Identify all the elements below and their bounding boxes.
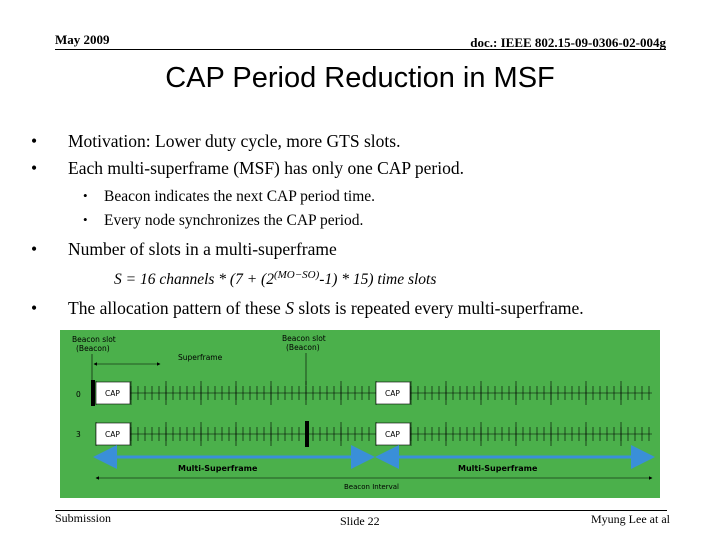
bullet-dot: • xyxy=(31,158,38,178)
bullet-text: Number of slots in a multi-superframe xyxy=(68,239,337,259)
beacon-slot-label-2: Beacon slot xyxy=(282,334,326,343)
bullet-text: Each multi-superframe (MSF) has only one… xyxy=(68,158,464,178)
superframe-label: Superframe xyxy=(178,353,223,362)
formula-part2: -1) * 15) time slots xyxy=(319,271,437,289)
cap-block xyxy=(95,381,131,405)
cap-label: CAP xyxy=(105,389,120,398)
bullet-dot: • xyxy=(31,131,38,151)
formula-exponent: (MO−SO) xyxy=(273,269,320,281)
bullet-text: The allocation pattern of these S slots … xyxy=(68,298,584,319)
beacon-slot-bar xyxy=(91,380,95,406)
header-date: May 2009 xyxy=(55,32,110,47)
footer-authors: Myung Lee at al xyxy=(591,512,670,526)
bullet-dot: • xyxy=(31,239,38,259)
cap-label: CAP xyxy=(105,430,120,439)
sub-bullet-text: Beacon indicates the next CAP period tim… xyxy=(104,188,376,205)
allocation-var: S xyxy=(285,298,294,318)
row-label-3: 3 xyxy=(76,430,81,439)
diagram-background xyxy=(60,330,660,498)
msf-label-1: Multi-Superframe xyxy=(178,464,258,473)
allocation-text-1: The allocation pattern of these xyxy=(68,298,286,318)
beacon-slot-sub-1: (Beacon) xyxy=(76,344,110,353)
bullet-dot: • xyxy=(83,188,88,203)
msf-label-2: Multi-Superframe xyxy=(458,464,538,473)
cap-label: CAP xyxy=(385,430,400,439)
bullet-dot: • xyxy=(31,298,38,318)
footer-submission: Submission xyxy=(55,511,112,525)
beacon-slot-bar xyxy=(305,421,309,447)
beacon-slot-sub-2: (Beacon) xyxy=(286,343,320,352)
header-rule xyxy=(55,49,666,50)
cap-block xyxy=(375,381,411,405)
beacon-slot-label-1: Beacon slot xyxy=(72,335,116,344)
allocation-text-2: slots is repeated every multi-superframe… xyxy=(293,298,584,318)
slide-title: CAP Period Reduction in MSF xyxy=(165,62,555,94)
header-doc-id: doc.: IEEE 802.15-09-0306-02-004g xyxy=(470,35,666,50)
formula-part1: S = 16 channels * (7 + (2 xyxy=(114,271,274,289)
bullet-dot: • xyxy=(83,212,88,227)
slot-formula: S = 16 channels * (7 + (2(MO−SO)-1) * 15… xyxy=(114,269,436,289)
beacon-interval-label: Beacon Interval xyxy=(344,483,399,491)
footer-slide-number: Slide 22 xyxy=(340,514,380,528)
row-label-0: 0 xyxy=(76,390,81,399)
footer-rule xyxy=(55,510,667,511)
bullet-text: Motivation: Lower duty cycle, more GTS s… xyxy=(68,131,401,151)
sub-bullet-text: Every node synchronizes the CAP period. xyxy=(104,212,364,229)
cap-label: CAP xyxy=(385,389,400,398)
msf-timing-diagram: Beacon slot (Beacon) Beacon slot (Beacon… xyxy=(60,330,660,498)
